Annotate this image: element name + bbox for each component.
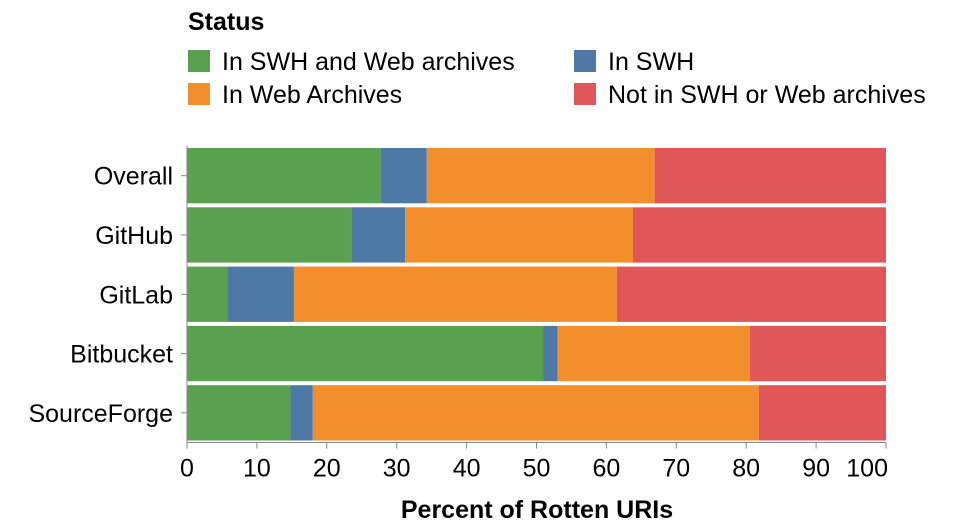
bar-sourceforge-in-web-archives: [312, 385, 759, 441]
legend-item-not-in-swh-or-web-archives: Not in SWH or Web archives: [574, 81, 926, 109]
x-tick-label-0: 0: [180, 455, 194, 483]
legend-label-in-web-archives: In Web Archives: [222, 81, 402, 109]
bar-gitlab-in-web-archives: [293, 266, 617, 322]
bar-overall-in-web-archives: [426, 148, 655, 204]
x-tick-label-90: 90: [802, 455, 830, 483]
bar-bitbucket-in-web-archives: [557, 325, 750, 382]
x-tick-label-50: 50: [523, 455, 551, 483]
bar-overall-in-swh: [380, 148, 427, 204]
x-tick-label-60: 60: [592, 455, 620, 483]
bar-sourceforge-not-in-swh-or-web-archives: [758, 385, 886, 441]
x-tick-label-30: 30: [383, 455, 411, 483]
bar-bitbucket-in-swh: [543, 325, 558, 382]
legend-swatch-not-in-swh-or-web-archives: [574, 83, 596, 105]
bar-bitbucket-in-swh-and-web-archives: [187, 325, 544, 382]
x-axis-title: Percent of Rotten URIs: [401, 496, 673, 524]
bar-gitlab-in-swh: [227, 266, 294, 322]
x-tick-label-80: 80: [732, 455, 760, 483]
y-tick-label-github: GitHub: [95, 222, 173, 250]
bar-sourceforge-in-swh: [290, 385, 313, 441]
y-axis: Overall GitHub GitLab Bitbucket SourceForge: [28, 146, 188, 443]
y-tick-label-sourceforge: SourceForge: [28, 400, 173, 428]
bar-github-in-swh-and-web-archives: [187, 207, 352, 263]
legend-swatch-in-web-archives: [188, 83, 210, 105]
legend-swatch-in-swh: [574, 50, 596, 72]
legend-title: Status: [188, 8, 264, 36]
legend-item-in-swh-and-web-archives: In SWH and Web archives: [188, 48, 515, 76]
y-tick-label-gitlab: GitLab: [99, 281, 173, 309]
x-axis: 0 10 20 30 40 50 60 70 80 90 100: [180, 442, 888, 483]
bar-bitbucket-not-in-swh-or-web-archives: [749, 325, 886, 382]
legend-label-in-swh-and-web-archives: In SWH and Web archives: [222, 48, 515, 76]
bar-github-not-in-swh-or-web-archives: [632, 207, 886, 263]
x-tick-label-20: 20: [313, 455, 341, 483]
y-tick-label-bitbucket: Bitbucket: [70, 341, 173, 369]
bar-github-in-web-archives: [405, 207, 633, 263]
bar-overall-in-swh-and-web-archives: [187, 148, 381, 204]
bar-gitlab-not-in-swh-or-web-archives: [616, 266, 886, 322]
legend-label-not-in-swh-or-web-archives: Not in SWH or Web archives: [608, 81, 926, 109]
bar-overall-not-in-swh-or-web-archives: [654, 148, 886, 204]
legend-item-in-swh: In SWH: [574, 48, 694, 76]
y-tick-label-overall: Overall: [94, 163, 173, 191]
legend-label-in-swh: In SWH: [608, 48, 694, 76]
x-tick-label-70: 70: [662, 455, 690, 483]
bar-sourceforge-in-swh-and-web-archives: [187, 385, 291, 441]
x-tick-label-100: 100: [846, 455, 888, 483]
bar-gitlab-in-swh-and-web-archives: [187, 266, 228, 322]
legend-swatch-in-swh-and-web-archives: [188, 50, 210, 72]
x-tick-label-40: 40: [453, 455, 481, 483]
x-tick-label-10: 10: [243, 455, 271, 483]
plot-area: OverallGitHubGitLabBitbucketSourceForge …: [28, 146, 888, 483]
legend-item-in-web-archives: In Web Archives: [188, 81, 402, 109]
bar-github-in-swh: [351, 207, 406, 263]
legend: Status In SWH and Web archives In SWH In W…: [188, 8, 926, 109]
